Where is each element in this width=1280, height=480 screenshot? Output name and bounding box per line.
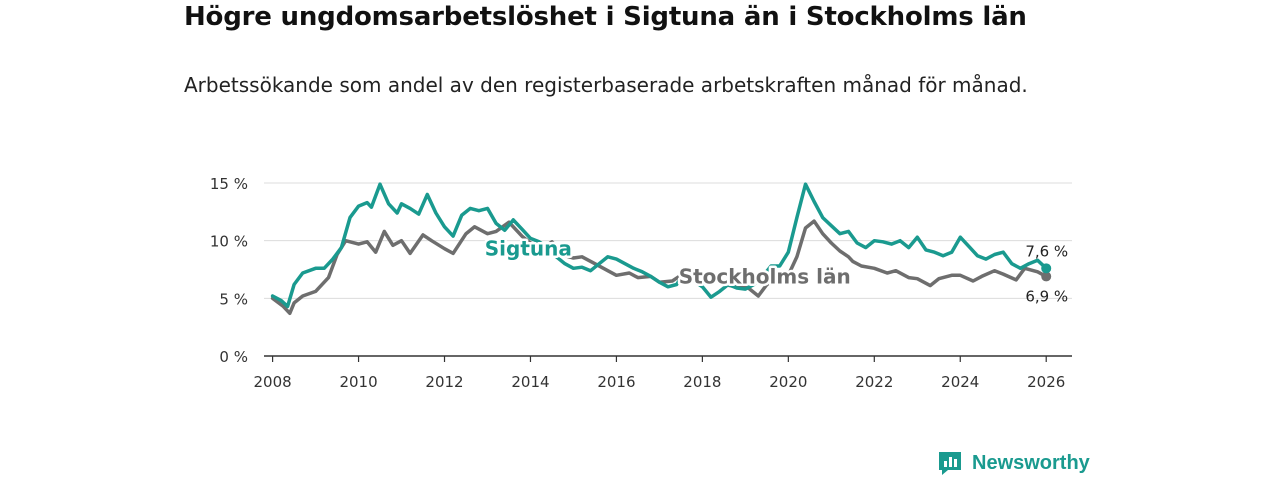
y-tick-label: 0 % — [219, 348, 248, 366]
end-point-marker — [1041, 263, 1052, 274]
x-tick-label: 2012 — [425, 373, 463, 391]
series-label-sigtuna: Sigtuna — [485, 237, 572, 261]
y-tick-label: 10 % — [210, 233, 248, 251]
x-tick-label: 2026 — [1027, 373, 1065, 391]
newsworthy-brand[interactable]: Newsworthy — [936, 447, 1090, 479]
chart-subtitle: Arbetssökande som andel av den registerb… — [184, 73, 1028, 97]
series-label-stockholms-lan: Stockholms län — [679, 264, 851, 288]
x-tick-label: 2008 — [254, 373, 292, 391]
x-tick-label: 2014 — [511, 373, 549, 391]
x-tick-label: 2016 — [597, 373, 635, 391]
brand-name: Newsworthy — [972, 451, 1090, 474]
newsworthy-logo-icon — [939, 452, 961, 475]
x-tick-label: 2020 — [769, 373, 807, 391]
x-tick-label: 2010 — [339, 373, 377, 391]
series-line-sigtuna — [270, 182, 1048, 309]
x-tick-label: 2018 — [683, 373, 721, 391]
end-point-marker — [1041, 271, 1052, 282]
axes: 0 % 5 % 10 % 15 % 2008 2010 2012 2014 2016 2018 20… — [210, 175, 1072, 391]
sigtuna-end-label: 7,6 % — [1025, 242, 1068, 260]
x-tick-label: 2022 — [855, 373, 893, 391]
y-tick-label: 15 % — [210, 175, 248, 193]
y-tick-label: 5 % — [219, 290, 248, 308]
series-lines — [270, 182, 1052, 316]
chart-title: Högre ungdomsarbetslöshet i Sigtuna än i… — [184, 2, 1027, 32]
x-tick-label: 2024 — [941, 373, 979, 391]
chart-labels: 7,6 % 6,9 % Sigtuna Stockholms län — [482, 234, 1068, 305]
stockholm-end-label: 6,9 % — [1025, 287, 1068, 305]
series-line-stockholms-l-n — [270, 219, 1048, 316]
